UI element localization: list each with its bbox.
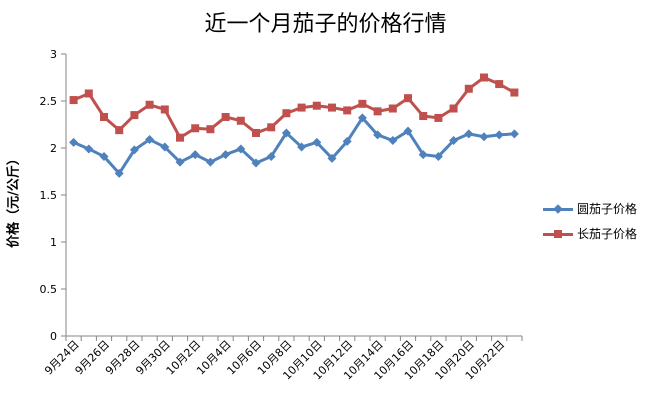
x-tick-labels: 9月24日9月26日9月28日9月30日10月2日10月4日10月6日10月8日… (42, 338, 507, 383)
data-point-square (206, 125, 215, 134)
legend-swatch-long (543, 228, 573, 240)
y-axis-label-container: 价格（元/公斤） (7, 152, 108, 248)
data-point-square (343, 106, 352, 115)
data-point-square (84, 89, 93, 98)
data-point-diamond (69, 137, 79, 147)
series-line (73, 76, 516, 140)
legend-label-long: 长茄子价格 (577, 227, 638, 241)
y-axis-label: 价格（元/公斤） (6, 152, 22, 248)
data-point-diamond (205, 157, 215, 167)
data-point-diamond (266, 151, 276, 161)
data-point-diamond (251, 158, 261, 168)
data-point-diamond (327, 153, 337, 163)
axes (61, 53, 523, 341)
data-point-square (419, 112, 428, 121)
data-point-square (69, 96, 78, 105)
data-point-square (252, 128, 260, 137)
data-point-diamond (509, 129, 519, 139)
legend: 圆茄子价格 长茄子价格 (543, 196, 637, 246)
data-point-diamond (221, 150, 231, 160)
data-point-square (495, 80, 504, 89)
data-point-square (282, 109, 291, 118)
data-point-square (130, 111, 139, 120)
data-point-diamond (449, 135, 459, 145)
legend-item-long-eggplant: 长茄子价格 (543, 221, 637, 246)
data-point-diamond (129, 145, 139, 155)
data-point-square (404, 94, 412, 103)
data-point-square (510, 88, 519, 97)
y-tick-label: 2.5 (40, 95, 58, 108)
series-0 (69, 113, 519, 178)
data-point-diamond (145, 135, 155, 145)
legend-swatch-round (543, 203, 573, 215)
data-point-square (267, 123, 276, 132)
data-point-diamond (464, 129, 474, 139)
data-point-diamond (297, 142, 307, 152)
y-tick-label: 0 (50, 330, 57, 343)
data-point-diamond (175, 157, 185, 167)
data-point-diamond (190, 150, 200, 160)
data-point-square (312, 101, 321, 110)
data-point-square (358, 99, 367, 108)
data-point-square (100, 112, 108, 121)
y-tick-label: 3 (50, 48, 57, 61)
data-point-square (449, 104, 458, 113)
y-tick-label: 0.5 (40, 283, 58, 296)
data-point-diamond (99, 151, 109, 161)
data-point-square (191, 124, 200, 133)
data-point-square (176, 133, 184, 142)
data-point-diamond (114, 168, 124, 178)
data-point-square (464, 84, 473, 93)
data-point-diamond (418, 150, 428, 160)
data-point-diamond (388, 135, 398, 145)
data-point-square (115, 126, 124, 135)
legend-label-round: 圆茄子价格 (577, 202, 638, 216)
y-tick-label: 1.5 (40, 189, 58, 202)
data-point-diamond (433, 151, 443, 161)
data-point-square (434, 113, 443, 122)
legend-item-round-eggplant: 圆茄子价格 (543, 196, 637, 221)
data-point-diamond (84, 144, 94, 154)
data-point-square (297, 103, 306, 112)
data-point-diamond (312, 137, 322, 147)
data-point-diamond (494, 130, 504, 140)
data-point-diamond (373, 130, 383, 140)
series-line (73, 116, 515, 175)
data-point-square (328, 103, 336, 112)
series-layer (69, 73, 519, 178)
data-point-diamond (403, 126, 413, 136)
data-point-square (388, 104, 397, 113)
data-point-diamond (342, 136, 352, 146)
data-point-square (160, 105, 169, 114)
data-point-diamond (479, 132, 489, 142)
data-point-diamond (281, 128, 291, 138)
chart-title: 近一个月茄子的价格行情 (204, 12, 447, 37)
y-tick-label: 1 (50, 236, 57, 249)
y-tick-labels: 0 0.5 1 1.5 2 2.5 3 (40, 48, 58, 343)
data-point-diamond (160, 142, 170, 152)
data-point-square (236, 116, 245, 125)
data-point-square (373, 107, 382, 116)
data-point-square (480, 73, 488, 82)
data-point-diamond (236, 144, 246, 154)
series-1 (69, 73, 519, 142)
data-point-diamond (357, 113, 367, 123)
data-point-square (221, 112, 230, 121)
data-point-square (145, 100, 154, 109)
y-tick-label: 2 (50, 142, 57, 155)
